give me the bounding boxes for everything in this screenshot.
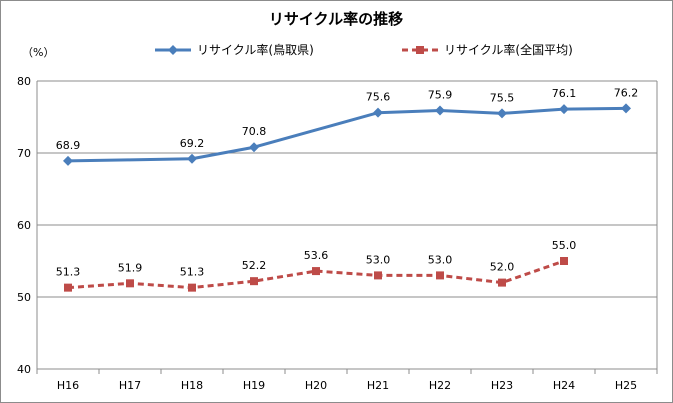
- data-label: 75.5: [490, 91, 515, 104]
- data-point-diamond: [373, 107, 383, 118]
- legend-item-0: リサイクル率(鳥取県): [155, 42, 314, 57]
- data-label: 53.6: [304, 249, 329, 262]
- x-tick-label: H24: [553, 379, 575, 392]
- legend: リサイクル率(鳥取県) リサイクル率(全国平均): [155, 42, 573, 57]
- data-point-square: [64, 283, 72, 292]
- y-tick-label: 40: [17, 363, 31, 376]
- data-label: 76.2: [614, 86, 639, 99]
- data-point-square: [498, 278, 506, 287]
- data-point-square: [560, 257, 568, 265]
- data-label: 53.0: [428, 253, 453, 266]
- data-point-square: [312, 267, 320, 276]
- y-tick-label: 70: [17, 147, 31, 160]
- x-tick-label: H18: [181, 379, 203, 392]
- data-point-diamond: [621, 103, 631, 114]
- series-layer: 68.9 69.2 70.8 75.6 75.9 75.5 76.1 76.2 51.3 51.9…: [56, 86, 639, 292]
- y-tick-label: 60: [17, 219, 31, 232]
- data-label: 52.2: [242, 259, 267, 272]
- series-line: [67, 106, 627, 163]
- x-tick-label: H19: [243, 379, 265, 392]
- y-tick-label: 80: [17, 75, 31, 88]
- data-label: 68.9: [56, 139, 81, 152]
- data-point-square: [188, 283, 196, 292]
- x-tick-label: H21: [367, 379, 389, 392]
- data-point-diamond: [168, 45, 178, 55]
- data-point-square: [436, 271, 444, 280]
- data-label: 51.3: [56, 266, 81, 279]
- data-point-square: [126, 279, 134, 288]
- data-point-square: [416, 46, 424, 54]
- data-point-diamond: [497, 108, 507, 119]
- legend-item-1: リサイクル率(全国平均): [402, 42, 573, 57]
- x-tick-label: H25: [615, 379, 637, 392]
- data-label: 51.9: [118, 261, 143, 274]
- data-point-diamond: [187, 153, 197, 164]
- y-axis-unit: （%）: [22, 46, 54, 59]
- x-tick-label: H22: [429, 379, 451, 392]
- data-point-diamond: [63, 155, 73, 166]
- data-label: 76.1: [552, 87, 577, 100]
- x-tick-label: H20: [305, 379, 327, 392]
- data-label: 52.0: [490, 261, 515, 274]
- data-label: 75.6: [366, 91, 391, 104]
- x-tick-label: H16: [57, 379, 79, 392]
- data-point-diamond: [435, 105, 445, 116]
- series-0: 68.9 69.2 70.8 75.6 75.9 75.5 76.1 76.2: [56, 86, 639, 166]
- x-tick-label: H17: [119, 379, 141, 392]
- chart-title: リサイクル率の推移: [269, 10, 403, 28]
- data-label: 51.3: [180, 266, 205, 279]
- data-point-diamond: [559, 104, 569, 115]
- data-label: 55.0: [552, 239, 577, 252]
- y-tick-label: 50: [17, 291, 31, 304]
- data-point-diamond: [249, 142, 259, 153]
- data-label: 53.0: [366, 253, 391, 266]
- data-point-square: [250, 277, 258, 286]
- series-line: [67, 259, 565, 290]
- legend-label: リサイクル率(鳥取県): [197, 42, 314, 57]
- data-label: 70.8: [242, 125, 267, 138]
- data-point-square: [374, 271, 382, 280]
- axes: 40 50 60 70 80 H16 H17 H18 H19 H20 H21 H22 H23 H24 H25: [17, 75, 658, 392]
- legend-label: リサイクル率(全国平均): [444, 42, 573, 57]
- grid-lines: [37, 80, 657, 370]
- x-tick-label: H23: [491, 379, 513, 392]
- data-label: 69.2: [180, 137, 205, 150]
- series-1: 51.3 51.9 51.3 52.2 53.6 53.0 53.0 52.0 55.0: [56, 239, 577, 292]
- data-label: 75.9: [428, 89, 453, 102]
